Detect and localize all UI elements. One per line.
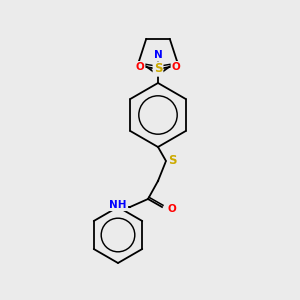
Text: NH: NH	[110, 200, 127, 210]
Text: O: O	[167, 204, 176, 214]
Text: O: O	[172, 62, 180, 72]
Text: N: N	[154, 50, 162, 60]
Text: S: S	[168, 154, 176, 167]
Text: O: O	[136, 62, 144, 72]
Text: S: S	[154, 62, 162, 76]
